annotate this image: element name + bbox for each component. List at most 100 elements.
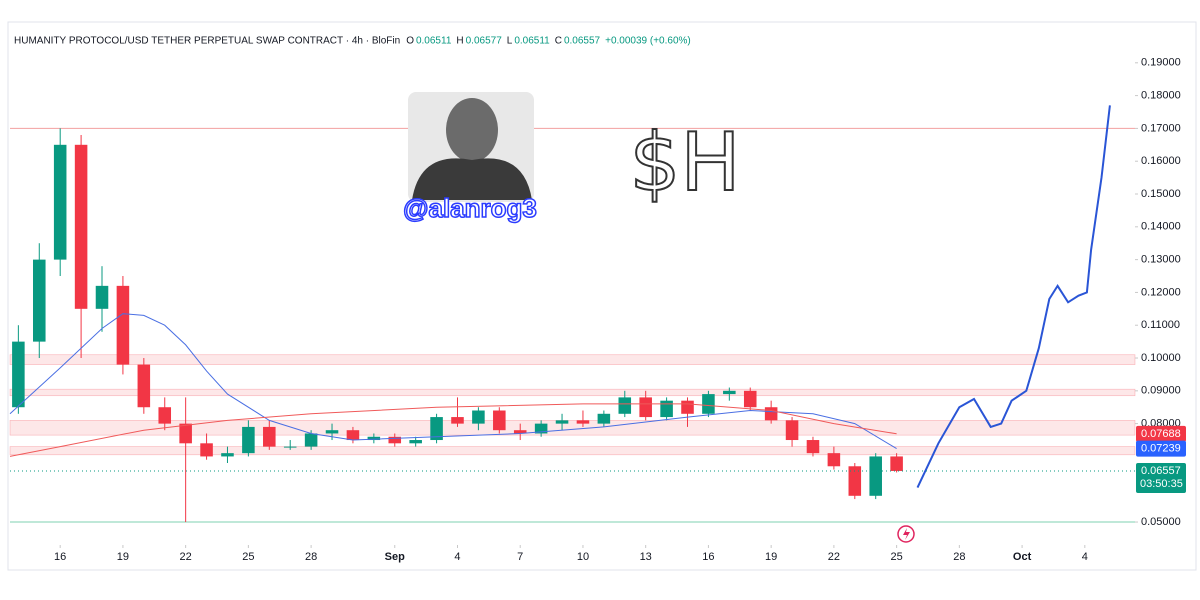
candle-body (158, 407, 172, 424)
candle-body (639, 397, 652, 418)
ohlc-value: 0.06511 (514, 36, 550, 47)
ohlc-label: C (555, 36, 562, 47)
y-tick-label: 0.09000 (1141, 385, 1181, 397)
candle-body (597, 413, 611, 424)
candle-body (200, 443, 213, 457)
price-tag: 0.06557 (1141, 465, 1181, 477)
candle-body (451, 417, 464, 424)
x-tick-label: 4 (1082, 551, 1088, 563)
ohlc-label: O (406, 36, 414, 47)
price-tag-bg (1136, 462, 1186, 493)
price-tag: 0.07239 (1141, 442, 1181, 454)
candle-body (848, 466, 862, 496)
candle-body (806, 440, 820, 454)
frame (7, 21, 1197, 571)
candle-body (890, 456, 903, 471)
candle-body (263, 426, 276, 447)
ohlc-value: 0.06511 (416, 36, 452, 47)
candle-body (137, 364, 151, 408)
x-tick-label: Oct (1013, 551, 1032, 563)
overlay-line (9, 403, 897, 457)
price-tag-bg (1136, 425, 1186, 442)
candle-body (242, 426, 255, 454)
x-tick-label: 13 (640, 551, 652, 563)
y-tick-label: 0.18000 (1141, 90, 1181, 102)
price-tag: 0.07688 (1141, 428, 1181, 440)
candle-body (325, 430, 339, 434)
x-tick-label: 4 (454, 551, 460, 563)
y-tick-label: 0.10000 (1141, 352, 1181, 364)
y-tick-label: 0.17000 (1141, 122, 1181, 134)
candle-body (367, 436, 381, 441)
candle-body (785, 420, 799, 441)
overlay-line (916, 105, 1111, 489)
candle-body (576, 420, 590, 424)
price-tag-bg (1136, 440, 1186, 457)
countdown: 03:50:35 (1140, 478, 1183, 490)
chart-title: HUMANITY PROTOCOL/USD TETHER PERPETUAL S… (14, 36, 400, 47)
candle-body (430, 417, 443, 441)
x-tick-label: 10 (577, 551, 589, 563)
candle-body (618, 397, 632, 414)
x-tick-label: 28 (953, 551, 965, 563)
y-tick-label: 0.16000 (1141, 155, 1181, 167)
x-tick-label: 16 (702, 551, 714, 563)
x-tick-label: 19 (765, 551, 777, 563)
y-tick-label: 0.11000 (1141, 319, 1180, 331)
candle-body (764, 407, 778, 421)
candle-body (513, 430, 527, 434)
candle-body (304, 433, 318, 447)
candle-body (95, 285, 109, 309)
x-tick-label: 25 (890, 551, 902, 563)
candle-body (534, 423, 548, 434)
ohlc-label: L (507, 36, 513, 47)
x-tick-label: 22 (180, 551, 192, 563)
candle-body (493, 410, 506, 431)
lightning-icon (897, 525, 915, 543)
candle-body (33, 259, 46, 342)
candle-body (283, 446, 297, 448)
ticker-annotation: $H (629, 116, 740, 209)
y-tick-label: 0.19000 (1141, 57, 1181, 69)
candle-body (179, 423, 192, 444)
x-tick-label: 25 (242, 551, 254, 563)
ohlc-label: H (456, 36, 463, 47)
y-tick-label: 0.15000 (1141, 188, 1181, 200)
ohlc-value: 0.06577 (466, 36, 503, 47)
candle-body (221, 453, 234, 457)
resistance-zone (9, 446, 1136, 456)
candle-body (827, 453, 841, 467)
x-tick-label: 7 (517, 551, 523, 563)
price-change: +0.00039 (+0.60%) (605, 36, 691, 47)
resistance-zone (9, 420, 1136, 436)
ohlc-value: 0.06557 (564, 36, 601, 47)
x-tick-label: Sep (385, 551, 405, 563)
candle-body (702, 394, 715, 414)
candle-body (869, 456, 882, 496)
y-tick-label: 0.13000 (1141, 254, 1181, 266)
candle-body (346, 430, 360, 441)
candle-body (660, 400, 673, 418)
y-tick-label: 0.14000 (1141, 221, 1181, 233)
x-tick-label: 19 (117, 551, 129, 563)
x-tick-label: 28 (305, 551, 317, 563)
candle-body (116, 285, 130, 365)
header: HUMANITY PROTOCOL/USD TETHER PERPETUAL S… (14, 36, 691, 47)
candle-body (681, 400, 694, 414)
candle-body (53, 144, 67, 260)
overlay-line (9, 313, 897, 450)
y-tick-label: 0.12000 (1141, 286, 1181, 298)
candle-body (555, 420, 569, 424)
resistance-zone (9, 354, 1136, 365)
x-tick-label: 22 (828, 551, 840, 563)
candle-body (472, 410, 485, 424)
candle-body (723, 390, 736, 395)
y-tick-label: 0.05000 (1141, 516, 1181, 528)
avatar (408, 92, 534, 202)
candle-body (74, 144, 88, 309)
candle-body (388, 436, 402, 444)
candle-body (409, 440, 422, 444)
resistance-zone (9, 388, 1136, 397)
candle-body (743, 390, 757, 408)
